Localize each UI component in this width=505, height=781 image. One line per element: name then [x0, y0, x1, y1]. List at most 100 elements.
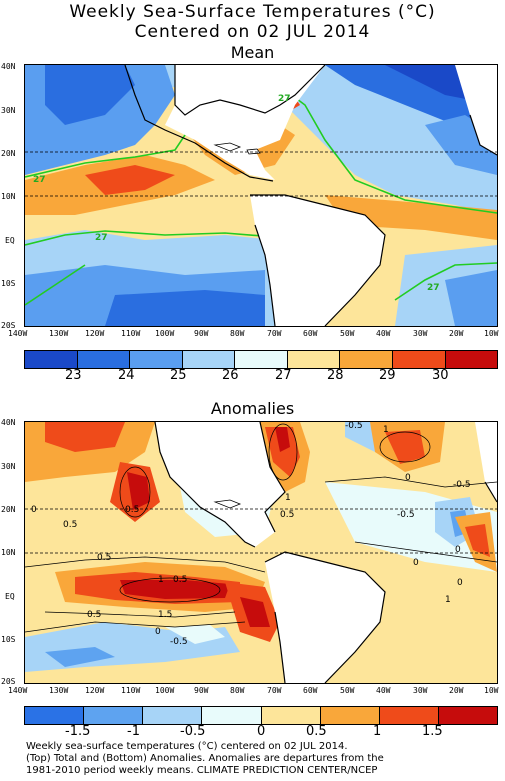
- lon-label: 60W: [303, 686, 318, 695]
- figure-caption: Weekly sea-surface temperatures (°C) cen…: [26, 741, 504, 777]
- anomaly-contour-label: 0: [31, 505, 37, 515]
- caption-line2: (Top) Total and (Bottom) Anomalies. Anom…: [26, 753, 384, 764]
- anomaly-lon-axis: 140W 130W 120W 110W 100W 90W 80W 70W 60W…: [0, 686, 505, 696]
- mean-colorbar: [24, 350, 498, 369]
- lat-label: 10S: [1, 279, 16, 288]
- anomaly-contour-label: 0.5: [173, 575, 187, 585]
- lon-label: 140W: [8, 686, 28, 695]
- lon-label: 130W: [49, 329, 69, 338]
- anomaly-contour-label: 0.5: [125, 505, 139, 515]
- anomaly-contour-label: 0: [413, 558, 419, 568]
- lat-label: 40N: [1, 62, 16, 71]
- lon-label: 130W: [49, 686, 69, 695]
- mean-lon-axis: 140W 130W 120W 110W 100W 90W 80W 70W 60W…: [0, 329, 505, 339]
- lon-label: 110W: [121, 686, 141, 695]
- anomaly-contour-label: -0.5: [170, 637, 188, 647]
- anomaly-colorbar-swatch: [379, 707, 439, 724]
- lat-label: 20N: [1, 505, 16, 514]
- anomaly-colorbar-tick: 0.5: [306, 724, 327, 739]
- mean-colorbar-labels: 23 24 25 26 27 28 29 30: [0, 368, 505, 384]
- lat-label: 40N: [1, 418, 16, 427]
- anomaly-contour-label: 0.5: [63, 520, 77, 530]
- lon-label: 30W: [413, 686, 428, 695]
- lat-label: 20S: [1, 677, 16, 686]
- anomaly-contour-label: -0.5: [397, 510, 415, 520]
- lat-label: 10N: [1, 548, 16, 557]
- mean-colorbar-swatch: [25, 351, 78, 368]
- mean-colorbar-tick: 28: [327, 368, 344, 383]
- mean-colorbar-tick: 27: [275, 368, 292, 383]
- mean-contour-label: 27: [95, 233, 108, 243]
- anomaly-contour-label: -0.5: [453, 480, 471, 490]
- anomaly-colorbar-swatch: [320, 707, 380, 724]
- lon-label: 90W: [194, 686, 209, 695]
- anomaly-colorbar-tick: -1: [127, 724, 140, 739]
- lon-label: 30W: [413, 329, 428, 338]
- caption-line3: 1981-2010 period weekly means. CLIMATE P…: [26, 765, 378, 776]
- anomaly-colorbar-swatch: [202, 707, 262, 724]
- anomaly-colorbar-tick: 1: [373, 724, 382, 739]
- anomaly-contour-label: 0: [405, 473, 411, 483]
- lon-label: 40W: [376, 686, 391, 695]
- anomaly-colorbar-tick: -0.5: [180, 724, 206, 739]
- anomaly-colorbar-swatch: [438, 707, 497, 724]
- anomaly-colorbar-tick: -1.5: [65, 724, 91, 739]
- lon-label: 10W: [484, 329, 499, 338]
- figure-title-line1: Weekly Sea-Surface Temperatures (°C): [69, 2, 436, 22]
- anomaly-contour-label: 1: [445, 595, 451, 605]
- mean-contour-label: 27: [427, 283, 440, 293]
- mean-colorbar-tick: 29: [379, 368, 396, 383]
- anomaly-contour-label: 0.5: [280, 510, 294, 520]
- lon-label: 120W: [85, 329, 105, 338]
- lat-label: 10S: [1, 635, 16, 644]
- lon-label: 50W: [340, 686, 355, 695]
- anomaly-colorbar-swatch: [261, 707, 321, 724]
- mean-colorbar-swatch: [130, 351, 183, 368]
- anomaly-panel-title: Anomalies: [210, 399, 295, 418]
- lon-label: 10W: [484, 686, 499, 695]
- anomaly-contour-label: 0: [455, 545, 461, 555]
- anomaly-contour-label: 0: [155, 627, 161, 637]
- lon-label: 70W: [267, 686, 282, 695]
- mean-colorbar-swatch: [340, 351, 393, 368]
- mean-contour-label: 27: [33, 175, 46, 185]
- lon-label: 20W: [449, 329, 464, 338]
- anomaly-sst-svg: 1 1 1 1.5 0.5 0.5 0.5 0 -0.5 -0.5 0 0 0.…: [25, 422, 497, 683]
- mean-sst-svg: 27 27 27 27: [25, 65, 497, 326]
- lon-label: 20W: [449, 686, 464, 695]
- mean-colorbar-tick: 24: [118, 368, 135, 383]
- lon-label: 50W: [340, 329, 355, 338]
- lat-label: 20S: [1, 321, 16, 330]
- lon-label: 80W: [230, 329, 245, 338]
- anomaly-contour-label: 0.5: [97, 553, 111, 563]
- anomaly-colorbar-labels: -1.5 -1 -0.5 0 0.5 1 1.5: [0, 724, 505, 740]
- anomaly-colorbar: [24, 706, 498, 725]
- lon-label: 110W: [121, 329, 141, 338]
- lat-label: EQ: [5, 236, 15, 245]
- mean-colorbar-swatch: [445, 351, 498, 368]
- anomaly-colorbar-tick: 1.5: [422, 724, 443, 739]
- lat-label: 20N: [1, 149, 16, 158]
- lon-label: 100W: [155, 686, 175, 695]
- lon-label: 90W: [194, 329, 209, 338]
- anomaly-colorbar-swatch: [84, 707, 144, 724]
- mean-colorbar-swatch: [182, 351, 236, 368]
- figure-title-line2: Centered on 02 JUL 2014: [134, 22, 371, 42]
- lat-label: EQ: [5, 592, 15, 601]
- mean-colorbar-swatch: [287, 351, 341, 368]
- lat-label: 30N: [1, 106, 16, 115]
- lon-label: 70W: [267, 329, 282, 338]
- mean-colorbar-tick: 25: [170, 368, 187, 383]
- anomaly-contour-label: 1: [285, 493, 291, 503]
- mean-colorbar-tick: 23: [65, 368, 82, 383]
- lon-label: 100W: [155, 329, 175, 338]
- mean-colorbar-swatch: [235, 351, 288, 368]
- anomaly-contour-label: -0.5: [345, 422, 363, 431]
- anomaly-contour-label: 1: [158, 575, 164, 585]
- lat-label: 30N: [1, 462, 16, 471]
- mean-colorbar-tick: 30: [432, 368, 449, 383]
- caption-line1: Weekly sea-surface temperatures (°C) cen…: [26, 741, 348, 752]
- anomaly-contour-label: 0.5: [87, 610, 101, 620]
- lon-label: 140W: [8, 329, 28, 338]
- anomaly-contour-label: 1: [383, 425, 389, 435]
